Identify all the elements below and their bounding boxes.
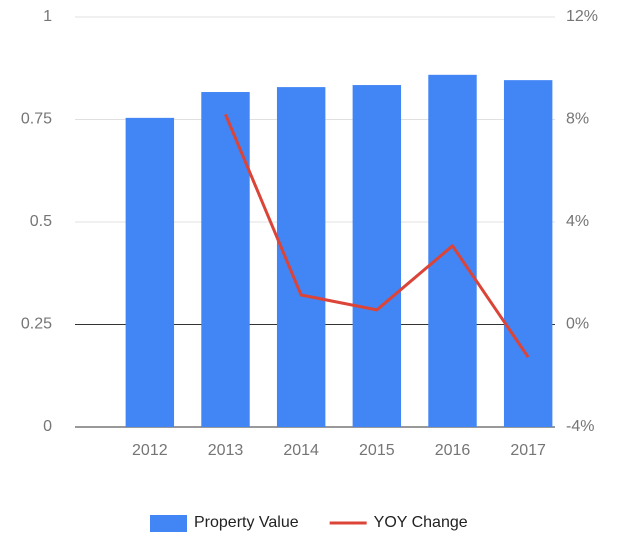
bar <box>503 80 553 427</box>
x-tick-label: 2016 <box>435 442 471 459</box>
legend-label: Property Value <box>194 514 299 531</box>
y-tick-label: 0.25 <box>21 316 52 333</box>
bar <box>352 85 402 427</box>
y-tick-label: 1 <box>43 8 52 25</box>
line <box>224 113 530 358</box>
x-tick-label: 2014 <box>283 442 319 459</box>
y-tick-label: 0 <box>43 418 52 435</box>
legend-swatch <box>150 515 187 532</box>
x-tick-label: 2012 <box>132 442 168 459</box>
bar <box>125 117 175 428</box>
y2-tick-label: -4% <box>566 418 594 435</box>
bar <box>201 92 250 427</box>
legend-label: YOY Change <box>374 514 468 531</box>
bar <box>428 74 477 427</box>
y2-tick-label: 4% <box>566 213 589 230</box>
y-tick-label: 0.75 <box>21 111 52 128</box>
y2-tick-label: 0% <box>566 316 589 333</box>
y2-tick-label: 12% <box>566 8 598 25</box>
y-tick-label: 0.5 <box>30 213 52 230</box>
x-tick-label: 2015 <box>359 442 395 459</box>
y2-tick-label: 8% <box>566 111 589 128</box>
x-tick-label: 2013 <box>208 442 244 459</box>
x-tick-label: 2017 <box>510 442 546 459</box>
